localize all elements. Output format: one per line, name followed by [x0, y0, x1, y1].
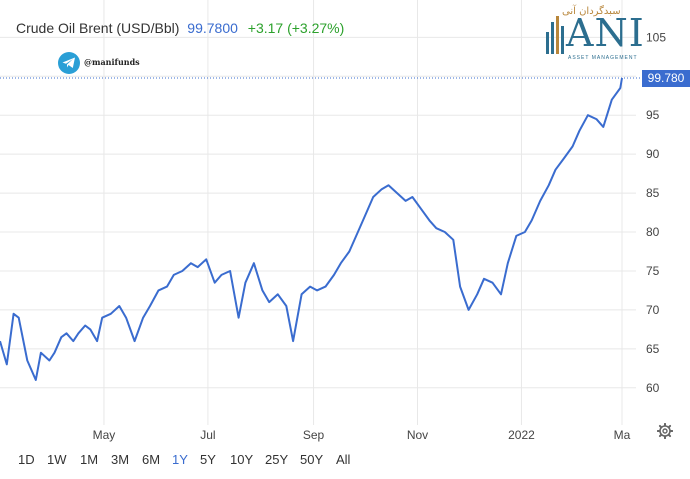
range-1y[interactable]: 1Y [172, 452, 188, 467]
x-tick-label: Jul [200, 428, 215, 442]
y-tick-label: 105 [646, 30, 666, 44]
range-1m[interactable]: 1M [80, 452, 99, 467]
y-tick-label: 70 [646, 303, 660, 317]
x-tick-label: May [93, 428, 116, 442]
range-1d[interactable]: 1D [18, 452, 35, 467]
y-tick-label: 90 [646, 147, 660, 161]
y-tick-label: 65 [646, 342, 660, 356]
y-tick-label: 85 [646, 186, 660, 200]
settings-gear-icon[interactable] [657, 423, 673, 439]
instrument-name: Crude Oil Brent (USD/Bbl) [16, 20, 180, 36]
range-5y[interactable]: 5Y [200, 452, 216, 467]
y-axis: 60 65 70 75 80 85 90 95 105 [646, 30, 666, 394]
x-tick-label: Nov [407, 428, 428, 442]
current-price-tag: 99.780 [642, 70, 690, 87]
price-change: +3.17 (+3.27%) [247, 20, 345, 36]
price-series-line [0, 77, 623, 381]
y-tick-label: 60 [646, 381, 660, 395]
range-50y[interactable]: 50Y [300, 452, 324, 467]
current-price: 99.7800 [187, 20, 238, 36]
chart-header: Crude Oil Brent (USD/Bbl) 99.7800 +3.17 … [16, 20, 344, 36]
logo-ani-text: ANI [566, 11, 645, 55]
telegram-handle: @manifunds [84, 57, 140, 67]
logo-bars-icon [546, 16, 564, 54]
logo-arabic-text: سبدگردان آنی [562, 6, 621, 17]
y-tick-label: 80 [646, 225, 660, 239]
x-tick-label: Sep [303, 428, 325, 442]
range-1w[interactable]: 1W [47, 452, 67, 467]
y-tick-label: 75 [646, 264, 660, 278]
x-tick-label: 2022 [508, 428, 535, 442]
chart-grid [0, 0, 636, 425]
logo-subtitle: ASSET MANAGEMENT [568, 55, 638, 61]
x-tick-label: Ma [614, 428, 631, 442]
x-axis: May Jul Sep Nov 2022 Ma [93, 428, 631, 442]
range-6m[interactable]: 6M [142, 452, 161, 467]
ani-logo: سبدگردان آنی ANI ASSET MANAGEMENT [546, 6, 644, 61]
range-3m[interactable]: 3M [111, 452, 130, 467]
range-25y[interactable]: 25Y [265, 452, 289, 467]
range-all[interactable]: All [336, 452, 351, 467]
range-10y[interactable]: 10Y [230, 452, 254, 467]
telegram-icon [58, 52, 80, 74]
y-tick-label: 95 [646, 108, 660, 122]
